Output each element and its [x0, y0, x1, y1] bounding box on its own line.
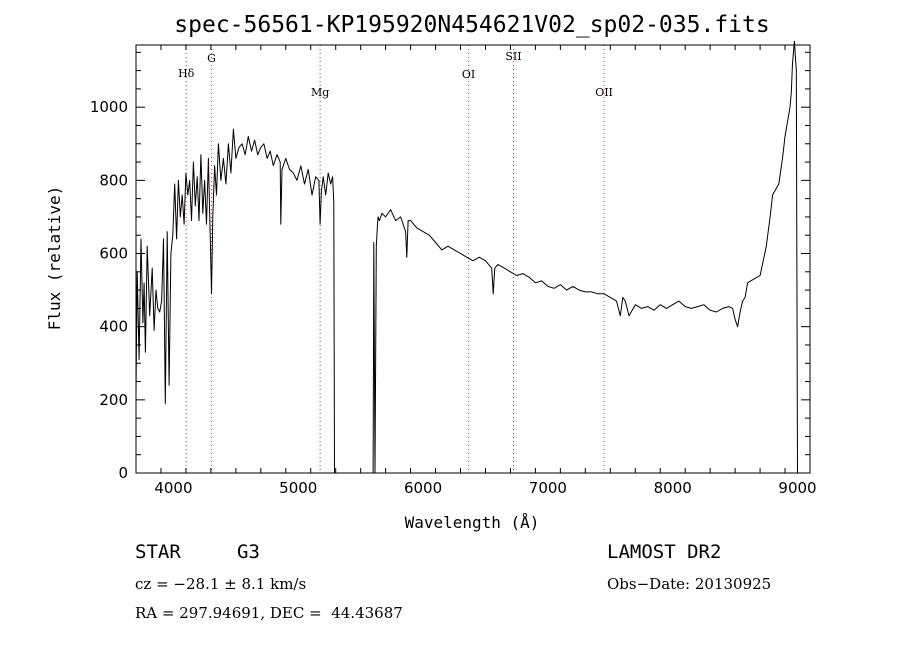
observation-date: Obs−Date: 20130925 — [607, 575, 772, 593]
spectrum-series-line — [135, 40, 798, 474]
y-tick-label: 1000 — [90, 98, 128, 116]
survey-name: LAMOST DR2 — [607, 541, 722, 563]
spectral-line-label: OI — [462, 68, 475, 81]
x-tick-label: 5000 — [279, 479, 317, 497]
spectral-line-label: Mg — [311, 86, 329, 99]
spectral-line-label: SII — [505, 50, 521, 63]
x-tick-label: 9000 — [778, 479, 816, 497]
object-subclass: G3 — [237, 541, 260, 563]
redshift-cz: cz = −28.1 ± 8.1 km/s — [135, 575, 307, 593]
y-tick-label: 800 — [99, 171, 128, 189]
x-tick-label: 6000 — [404, 479, 442, 497]
plot-frame — [135, 44, 811, 474]
y-tick-label: 0 — [118, 464, 128, 482]
y-tick-label: 600 — [99, 245, 128, 263]
x-tick-label: 4000 — [154, 479, 192, 497]
object-class: STAR — [135, 541, 181, 563]
x-axis-label: Wavelength (Å) — [405, 513, 540, 532]
chart-title: spec-56561-KP195920N454621V02_sp02-035.f… — [174, 12, 769, 38]
spectral-line-label: Hδ — [178, 67, 195, 80]
plot-area: Hδ G Mg OI SII OII 4000 5000 6000 7000 8000 9000 0 20… — [90, 40, 817, 497]
spectral-line-label: G — [207, 52, 216, 65]
spectral-line-label: OII — [595, 86, 613, 99]
coordinates: RA = 297.94691, DEC = 44.43687 — [135, 604, 403, 622]
x-tick-label: 7000 — [529, 479, 567, 497]
y-tick-label: 400 — [99, 318, 128, 336]
x-tick-label: 8000 — [654, 479, 692, 497]
y-axis-label: Flux (relative) — [45, 186, 64, 331]
y-tick-label: 200 — [99, 391, 128, 409]
